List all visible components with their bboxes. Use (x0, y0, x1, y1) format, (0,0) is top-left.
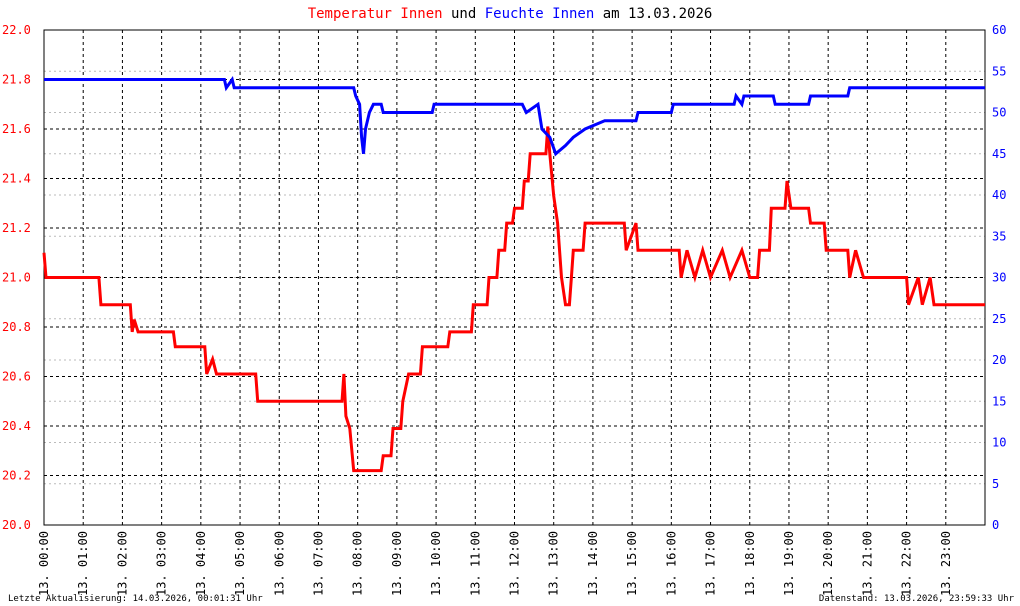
y-tick-label: 20.6 (2, 370, 31, 384)
x-tick-label: 13. 23:00 (939, 531, 953, 596)
y-tick-label: 21.0 (2, 271, 31, 285)
x-tick-label: 13. 18:00 (743, 531, 757, 596)
x-tick-label: 13. 03:00 (155, 531, 169, 596)
x-tick-label: 13. 07:00 (311, 531, 325, 596)
x-tick-label: 13. 04:00 (194, 531, 208, 596)
y2-tick-label: 60 (992, 23, 1006, 37)
title-series-2: Feuchte Innen (485, 6, 595, 22)
y-tick-label: 22.0 (2, 23, 31, 37)
y-tick-label: 21.2 (2, 221, 31, 235)
x-tick-label: 13. 13:00 (547, 531, 561, 596)
title-date: am 13.03.2026 (603, 6, 713, 22)
x-tick-label: 13. 17:00 (704, 531, 718, 596)
y-tick-label: 20.4 (2, 419, 31, 433)
title-and: und (451, 6, 476, 22)
y-tick-label: 21.6 (2, 122, 31, 136)
y2-tick-label: 55 (992, 64, 1006, 78)
y-tick-label: 20.0 (2, 518, 31, 532)
y2-tick-label: 0 (992, 518, 999, 532)
y2-tick-label: 20 (992, 353, 1006, 367)
x-tick-label: 13. 14:00 (586, 531, 600, 596)
x-tick-label: 13. 11:00 (468, 531, 482, 596)
footer-left: Letzte Aktualisierung: 14.03.2026, 00:01… (8, 594, 263, 604)
x-tick-label: 13. 15:00 (625, 531, 639, 596)
x-tick-label: 13. 05:00 (233, 531, 247, 596)
y2-tick-label: 25 (992, 312, 1006, 326)
y-tick-label: 20.8 (2, 320, 31, 334)
line-series (42, 126, 985, 473)
x-tick-label: 13. 20:00 (821, 531, 835, 596)
x-tick-label: 13. 10:00 (429, 531, 443, 596)
x-tick-label: 13. 22:00 (900, 531, 914, 596)
x-tick-label: 13. 02:00 (115, 531, 129, 596)
x-tick-label: 13. 06:00 (272, 531, 286, 596)
y2-tick-label: 10 (992, 436, 1006, 450)
x-tick-label: 13. 00:00 (37, 531, 51, 596)
x-tick-label: 13. 19:00 (782, 531, 796, 596)
plot-frame (43, 29, 986, 526)
y-tick-label: 21.8 (2, 73, 31, 87)
y2-tick-label: 40 (992, 188, 1006, 202)
x-tick-label: 13. 09:00 (390, 531, 404, 596)
x-tick-label: 13. 16:00 (664, 531, 678, 596)
footer-right: Datenstand: 13.03.2026, 23:59:33 Uhr (819, 594, 1015, 604)
y2-tick-label: 15 (992, 394, 1006, 408)
x-tick-label: 13. 21:00 (860, 531, 874, 596)
x-tick-label: 13. 12:00 (508, 531, 522, 596)
x-tick-label: 13. 01:00 (76, 531, 90, 596)
y2-tick-label: 30 (992, 271, 1006, 285)
y-tick-label: 20.2 (2, 469, 31, 483)
y-tick-label: 21.4 (2, 172, 31, 186)
chart-title: Temperatur Innen und Feuchte Innen am 13… (308, 6, 713, 22)
x-tick-label: 13. 08:00 (351, 531, 365, 596)
y2-tick-label: 5 (992, 477, 999, 491)
line-series (44, 75, 985, 157)
y2-tick-label: 45 (992, 147, 1006, 161)
title-series-1: Temperatur Innen (308, 6, 443, 22)
y2-tick-label: 35 (992, 229, 1006, 243)
y2-tick-label: 50 (992, 106, 1006, 120)
